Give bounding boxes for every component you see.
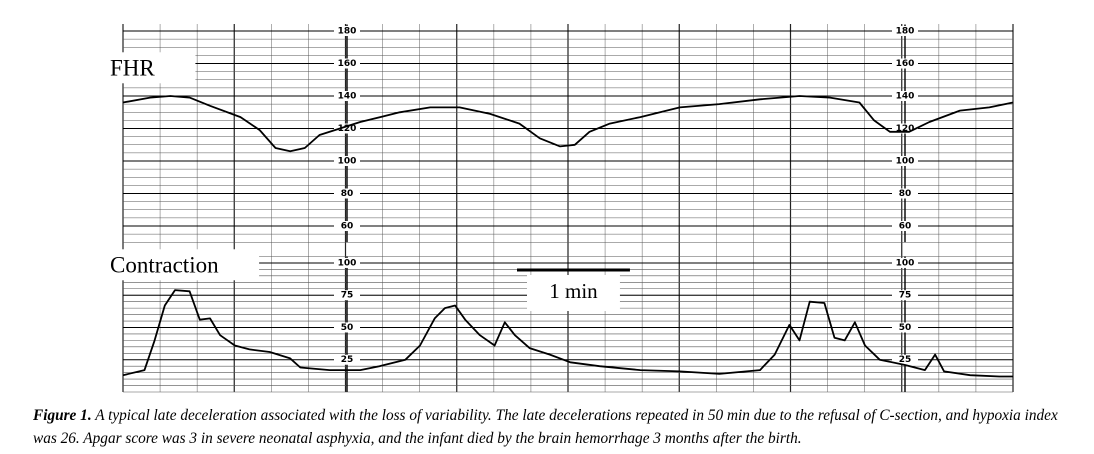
tick-label-bg <box>892 156 918 166</box>
y-tick-label: 120 <box>896 124 915 134</box>
tick-label-bg <box>334 91 360 101</box>
y-tick-label: 50 <box>341 323 354 333</box>
tick-label-bg <box>892 91 918 101</box>
tick-label-bg <box>334 354 360 365</box>
y-tick-label: 60 <box>899 222 912 232</box>
tick-label-bg <box>892 26 918 36</box>
tick-label-bg <box>334 156 360 166</box>
tick-label-bg <box>892 221 918 231</box>
y-tick-label: 160 <box>896 59 915 69</box>
y-tick-label: 180 <box>896 27 915 37</box>
tick-label-bg <box>892 123 918 134</box>
y-tick-label: 140 <box>338 92 357 102</box>
y-tick-label: 75 <box>341 291 354 301</box>
tick-label-bg <box>892 290 918 301</box>
panel-title-bg <box>106 249 260 281</box>
tick-label-bg <box>892 188 918 199</box>
tick-label-bg <box>334 26 360 36</box>
caption-text: A typical late deceleration associated w… <box>33 407 1058 447</box>
y-tick-label: 80 <box>899 189 912 199</box>
panel-title-bg <box>106 52 196 84</box>
tick-label-bg <box>334 257 360 268</box>
y-tick-label: 75 <box>899 291 912 301</box>
tick-label-bg <box>892 58 918 69</box>
panel-title: Contraction <box>110 252 219 277</box>
tick-label-bg <box>892 257 918 268</box>
tick-label-bg <box>892 354 918 365</box>
y-tick-label: 25 <box>341 355 354 365</box>
y-tick-label: 60 <box>341 222 354 232</box>
panel-title: FHR <box>110 55 155 80</box>
y-tick-label: 100 <box>896 258 915 268</box>
tick-label-bg <box>334 188 360 199</box>
tick-label-bg <box>334 221 360 231</box>
caption: Figure 1. A typical late deceleration as… <box>33 404 1083 450</box>
tick-label-bg <box>334 322 360 333</box>
caption-label: Figure 1. <box>33 407 92 424</box>
scale-bar-label: 1 min <box>549 279 598 303</box>
y-tick-label: 140 <box>896 92 915 102</box>
y-tick-label: 100 <box>896 157 915 167</box>
scale-bar-bg <box>527 275 620 311</box>
trace-line <box>122 289 1013 378</box>
y-tick-label: 180 <box>338 27 357 37</box>
tick-label-bg <box>334 290 360 301</box>
y-tick-label: 80 <box>341 189 354 199</box>
tick-label-bg <box>334 123 360 134</box>
trace-line <box>122 95 1014 153</box>
tick-label-bg <box>892 322 918 333</box>
y-tick-label: 100 <box>338 258 357 268</box>
tick-label-bg <box>334 58 360 69</box>
y-tick-label: 160 <box>338 59 357 69</box>
y-tick-label: 100 <box>338 157 357 167</box>
y-tick-label: 25 <box>899 355 912 365</box>
ctg-chart: 60 60 80 80 100 100 120 120 140 140 160 160 180 180 FH… <box>106 24 1014 393</box>
y-tick-label: 120 <box>338 124 357 134</box>
y-tick-label: 50 <box>899 323 912 333</box>
